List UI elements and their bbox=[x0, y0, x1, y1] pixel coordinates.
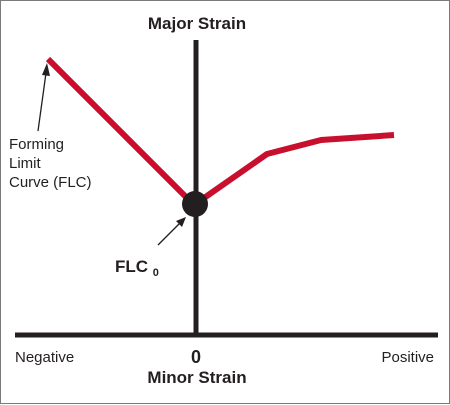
y-axis-title: Major Strain bbox=[148, 14, 246, 33]
x-axis-zero-label: 0 bbox=[191, 347, 201, 367]
x-axis-title: Minor Strain bbox=[147, 368, 246, 387]
curve-annotation-line-2: Limit bbox=[9, 155, 42, 172]
x-axis-positive-label: Positive bbox=[381, 349, 434, 366]
curve-annotation-line-3: Curve (FLC) bbox=[9, 174, 92, 191]
curve-pointer-arrowhead bbox=[42, 63, 50, 76]
flc0-pointer-arrowhead bbox=[176, 217, 186, 227]
curve-annotation-line-1: Forming bbox=[9, 136, 64, 153]
flc0-label: FLC 0 bbox=[115, 257, 159, 279]
flc0-point bbox=[182, 191, 208, 217]
flc0-pointer-arrow-line bbox=[157, 222, 181, 246]
forming-limit-curve bbox=[45, 56, 395, 208]
curve-pointer-arrow-line bbox=[37, 72, 47, 132]
flc0-label-subscript: 0 bbox=[153, 267, 159, 279]
x-axis-negative-label: Negative bbox=[15, 349, 74, 366]
flc0-label-main: FLC bbox=[115, 257, 148, 276]
